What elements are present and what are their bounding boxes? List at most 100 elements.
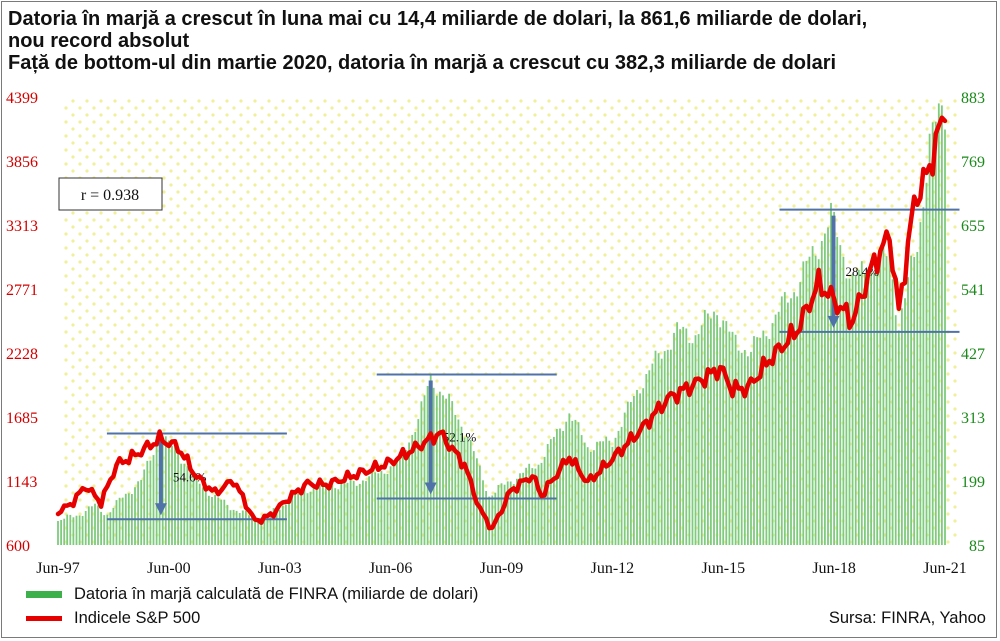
- margin-debt-bar: [820, 241, 823, 545]
- margin-debt-bar: [697, 334, 700, 545]
- margin-debt-bar: [642, 388, 645, 545]
- margin-debt-bar: [922, 207, 925, 545]
- margin-debt-bar: [765, 336, 768, 545]
- title-line-1: Datoria în marjă a crescut în luna mai c…: [8, 8, 868, 30]
- margin-debt-bar: [509, 481, 512, 545]
- margin-debt-bar: [414, 432, 417, 545]
- margin-debt-bar: [411, 434, 414, 545]
- margin-debt-bar: [577, 422, 580, 545]
- margin-debt-bar: [666, 349, 669, 545]
- margin-debt-bar: [599, 441, 601, 545]
- margin-debt-bar: [623, 412, 626, 545]
- margin-debt-bar: [673, 332, 675, 545]
- margin-debt-bar: [864, 274, 866, 545]
- drawdown-arrow-head: [827, 315, 840, 328]
- margin-debt-bar: [69, 514, 72, 545]
- drawdown-arrow-head: [424, 482, 437, 495]
- drawdown-label: 52.1%: [443, 430, 477, 445]
- margin-debt-bar: [608, 440, 611, 545]
- margin-debt-bar: [325, 484, 327, 545]
- margin-debt-bar: [294, 492, 296, 545]
- margin-debt-bar: [722, 320, 725, 545]
- margin-debt-bar: [734, 334, 737, 545]
- margin-debt-bar: [808, 256, 811, 545]
- margin-debt-bar: [731, 331, 734, 545]
- margin-debt-bar: [291, 496, 293, 545]
- correlation-label: r = 0.938: [81, 187, 139, 204]
- margin-debt-bar: [506, 481, 509, 545]
- margin-debt-bar: [719, 327, 722, 545]
- x-axis-tick-label: Jun-06: [369, 560, 413, 577]
- margin-debt-bar: [75, 515, 78, 545]
- margin-debt-bar: [448, 393, 450, 545]
- margin-debt-bar: [534, 468, 537, 545]
- margin-debt-bar: [349, 480, 352, 545]
- margin-debt-bar: [787, 302, 789, 545]
- margin-debt-bar: [183, 463, 186, 545]
- source-note: Sursa: FINRA, Yahoo: [828, 609, 986, 627]
- margin-debt-bar: [879, 250, 882, 545]
- margin-debt-bar: [743, 350, 746, 545]
- margin-debt-bar: [780, 296, 783, 545]
- margin-debt-bar: [352, 481, 355, 545]
- margin-debt-bar: [260, 517, 263, 545]
- margin-debt-bar: [817, 259, 820, 545]
- margin-debt-bar: [593, 450, 595, 545]
- margin-debt-bar: [469, 440, 472, 545]
- margin-debt-bar: [192, 472, 195, 545]
- margin-debt-bar: [331, 485, 333, 545]
- left-axis-tick-label: 2228: [6, 346, 38, 363]
- margin-debt-bar: [654, 350, 657, 545]
- margin-debt-bar: [466, 437, 469, 545]
- right-axis-tick-label: 85: [969, 538, 985, 555]
- drawdown-label: 54.6%: [173, 469, 207, 484]
- margin-debt-bar: [639, 393, 641, 545]
- margin-debt-bar: [562, 431, 564, 545]
- margin-debt-bar: [916, 252, 919, 545]
- margin-debt-bar: [371, 470, 373, 545]
- margin-debt-bar: [454, 415, 457, 545]
- margin-debt-bar: [750, 351, 752, 545]
- margin-debt-bar: [417, 419, 420, 545]
- margin-debt-bar: [873, 272, 876, 545]
- margin-debt-bar: [460, 426, 463, 545]
- left-axis-tick-label: 3313: [6, 218, 38, 235]
- margin-debt-bar: [694, 335, 697, 545]
- margin-debt-bar: [556, 429, 558, 545]
- margin-debt-bar: [251, 516, 253, 545]
- margin-debt-bar: [559, 428, 561, 545]
- x-axis-tick-label: Jun-21: [923, 560, 967, 577]
- margin-debt-bar: [648, 370, 651, 545]
- margin-debt-bar: [876, 270, 879, 545]
- margin-debt-bar: [208, 495, 210, 545]
- margin-debt-bar: [827, 227, 829, 545]
- margin-debt-bar: [910, 255, 912, 545]
- margin-debt-bar: [762, 330, 765, 545]
- margin-debt-bar: [143, 469, 146, 545]
- margin-debt-bar: [626, 401, 629, 545]
- margin-debt-bar: [913, 257, 916, 545]
- margin-debt-bar: [854, 275, 857, 545]
- margin-debt-bar: [901, 308, 903, 545]
- margin-debt-bar: [377, 473, 380, 545]
- title-line-2: nou record absolut: [8, 30, 190, 52]
- margin-debt-bar: [269, 512, 272, 545]
- margin-debt-bar: [383, 473, 386, 545]
- margin-debt-bar: [368, 476, 370, 545]
- margin-debt-bar: [432, 387, 435, 545]
- margin-debt-bar: [543, 456, 546, 545]
- margin-debt-bar: [245, 510, 247, 545]
- sp500-line: [55, 115, 948, 531]
- margin-debt-bar: [682, 326, 685, 545]
- margin-debt-bar: [380, 470, 383, 545]
- margin-debt-bar: [907, 277, 909, 545]
- margin-debt-bar: [109, 512, 112, 545]
- margin-debt-bar: [611, 446, 614, 545]
- margin-debt-bar: [894, 315, 897, 545]
- margin-debt-bar: [392, 463, 395, 545]
- margin-debt-bar: [87, 506, 90, 545]
- legend-item-sp500: Indicele S&P 500: [26, 608, 200, 628]
- margin-debt-bar: [134, 487, 136, 545]
- margin-debt-bar: [220, 499, 223, 545]
